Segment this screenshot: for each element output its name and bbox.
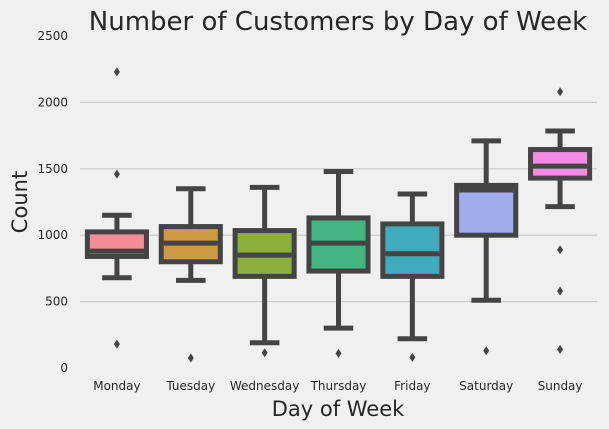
outlier-point <box>557 245 564 255</box>
x-tick-label: Tuesday <box>165 379 215 393</box>
outlier-point <box>261 348 268 358</box>
y-tick-label: 1500 <box>37 162 68 176</box>
box-friday <box>380 191 445 362</box>
outlier-point <box>113 67 120 77</box>
x-tick-label: Friday <box>394 379 430 393</box>
box-saturday <box>454 138 519 356</box>
y-tick-label: 2000 <box>37 95 68 109</box>
x-tick-label: Sunday <box>538 379 583 393</box>
outlier-point <box>557 344 564 354</box>
x-tick-label: Thursday <box>310 379 367 393</box>
box-monday <box>84 67 149 349</box>
y-tick-label: 500 <box>45 295 68 309</box>
x-tick-label: Saturday <box>459 379 513 393</box>
chart-title: Number of Customers by Day of Week <box>89 7 587 37</box>
box-sunday <box>528 87 593 354</box>
outlier-point <box>483 346 490 356</box>
y-tick-label: 0 <box>60 361 68 375</box>
outlier-point <box>409 352 416 362</box>
boxes <box>84 67 593 363</box>
box-tuesday <box>158 186 223 363</box>
x-tick-labels: Monday Tuesday Wednesday Thursday Friday Satu… <box>93 379 582 393</box>
y-tick-label: 2500 <box>37 29 68 43</box>
outlier-point <box>187 353 194 363</box>
outlier-point <box>557 87 564 97</box>
box-iqr <box>380 221 445 279</box>
outlier-point <box>113 339 120 349</box>
outlier-point <box>335 348 342 358</box>
y-tick-label: 1000 <box>37 228 68 242</box>
outlier-point <box>113 169 120 179</box>
box-thursday <box>306 168 371 358</box>
y-tick-labels: 0 500 1000 1500 2000 2500 <box>37 29 68 375</box>
box-wednesday <box>232 184 297 358</box>
box-iqr <box>454 182 519 238</box>
x-tick-label: Monday <box>93 379 140 393</box>
x-tick-label: Wednesday <box>230 379 299 393</box>
y-axis-label: Count <box>8 171 32 233</box>
outlier-point <box>557 286 564 296</box>
x-axis-label: Day of Week <box>272 397 405 421</box>
